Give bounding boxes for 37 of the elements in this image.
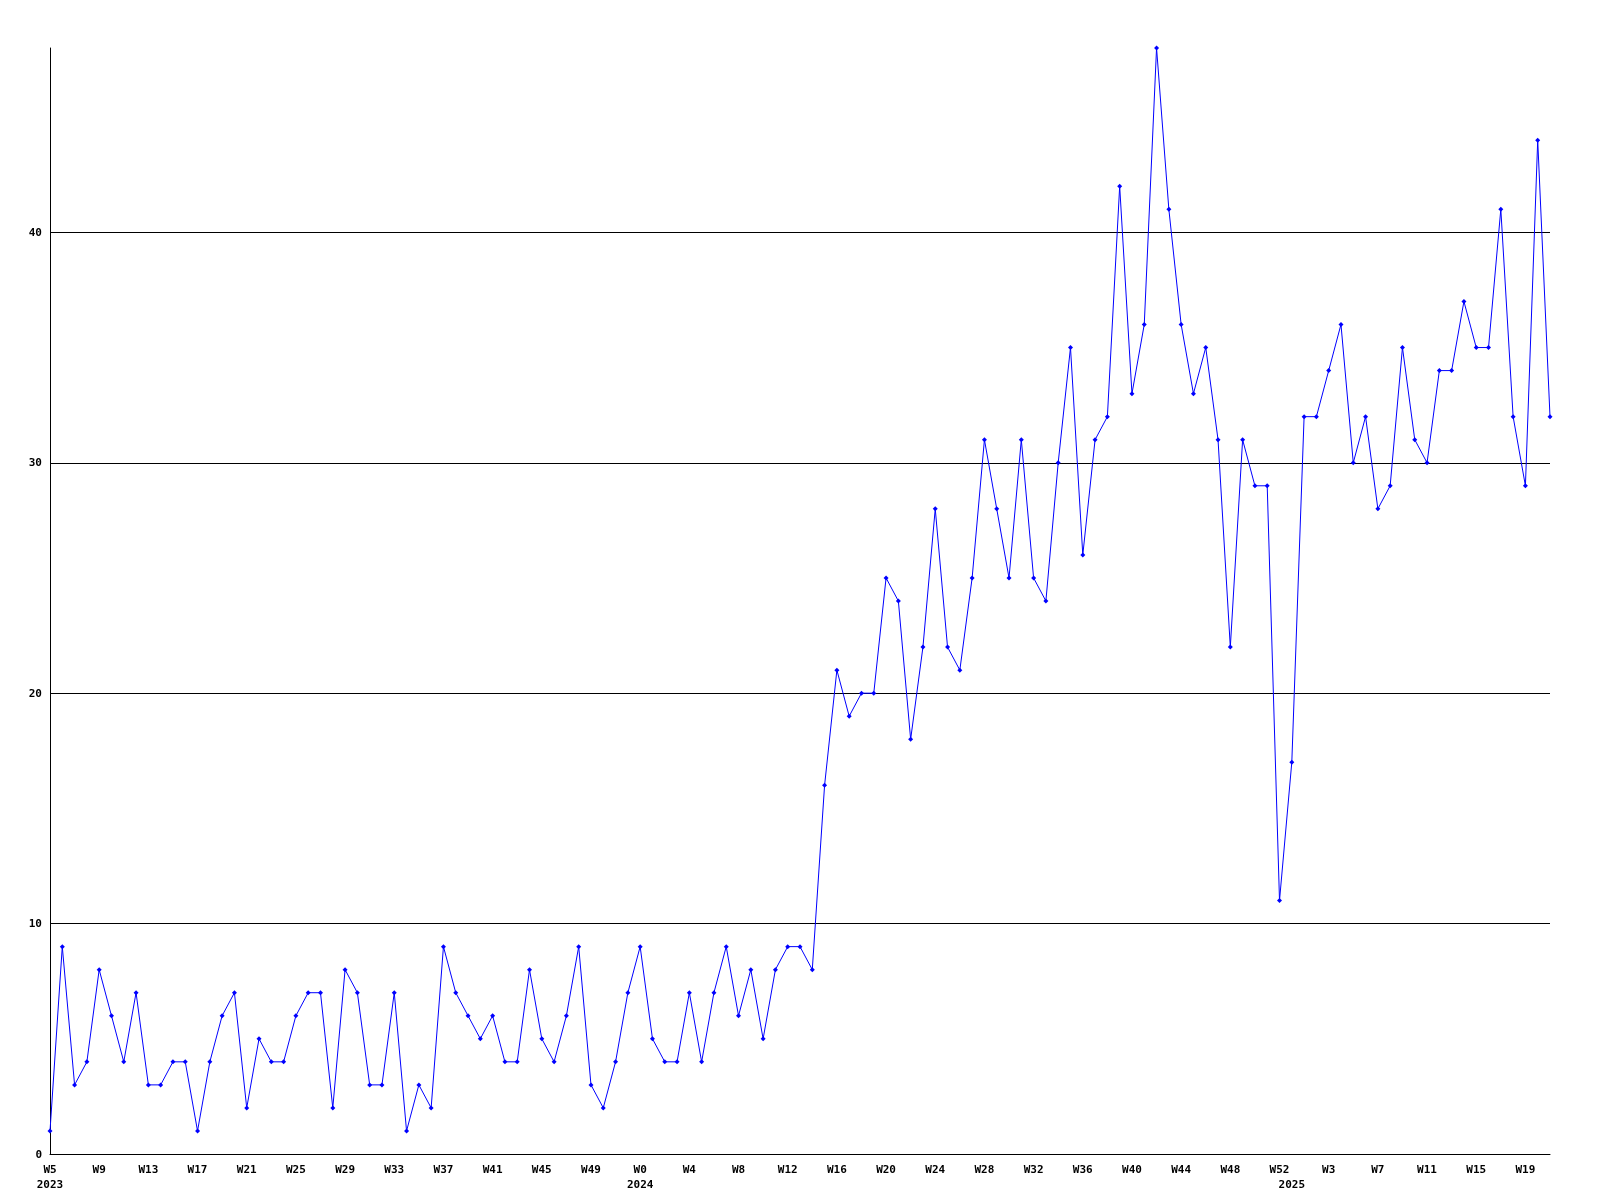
x-tick-label: W45 — [531, 1163, 552, 1176]
x-tick-label: W28 — [974, 1163, 995, 1176]
x-tick-label: W36 — [1072, 1163, 1094, 1176]
x-tick-label: W9 — [92, 1163, 106, 1176]
x-tick-label: W0 2024 — [626, 1163, 654, 1191]
x-tick-label: W40 — [1122, 1163, 1142, 1176]
x-tick-label: W32 — [1023, 1163, 1044, 1176]
x-tick-label: W11 — [1417, 1163, 1438, 1176]
x-tick-label: W3 — [1322, 1163, 1336, 1176]
x-tick-label: W4 — [682, 1163, 697, 1176]
x-tick-label: W15 — [1466, 1163, 1487, 1176]
y-tick-label: 30 — [28, 456, 42, 470]
x-tick-label: W20 — [876, 1163, 896, 1176]
x-tick-label: W44 — [1171, 1163, 1192, 1176]
x-tick-label: W29 — [335, 1163, 356, 1176]
x-tick-label: W8 — [731, 1163, 746, 1176]
x-tick-label: W13 — [138, 1163, 159, 1176]
x-tick-label: W37 — [433, 1163, 454, 1176]
x-tick-label: W12 — [777, 1163, 798, 1176]
x-tick-label: W16 — [826, 1163, 848, 1176]
x-tick-label: W33 — [384, 1163, 405, 1176]
x-tick-label: W19 — [1515, 1163, 1536, 1176]
y-tick-label: 0 — [35, 1147, 42, 1161]
x-tick-label: 2025 — [1278, 1178, 1306, 1191]
x-tick-label: W17 — [187, 1163, 208, 1176]
y-tick-label: 10 — [28, 917, 42, 931]
x-tick-label: W5 2023 — [36, 1163, 64, 1191]
x-tick-label: W41 — [482, 1163, 503, 1176]
x-tick-label: W24 — [925, 1163, 946, 1176]
x-tick-label: W49 — [581, 1163, 601, 1176]
x-tick-label: W48 — [1220, 1163, 1241, 1176]
x-tick-label: W52 — [1269, 1163, 1290, 1176]
x-tick-label: W25 — [285, 1163, 306, 1176]
x-tick-label: W21 — [236, 1163, 258, 1176]
x-tick-label: W7 — [1371, 1163, 1385, 1176]
y-tick-label: 20 — [28, 686, 42, 700]
y-tick-label: 40 — [28, 225, 42, 239]
